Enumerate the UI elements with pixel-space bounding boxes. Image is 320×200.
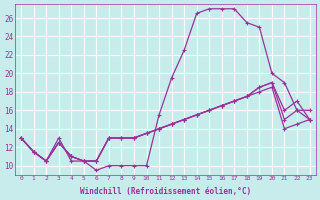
X-axis label: Windchill (Refroidissement éolien,°C): Windchill (Refroidissement éolien,°C): [80, 187, 251, 196]
